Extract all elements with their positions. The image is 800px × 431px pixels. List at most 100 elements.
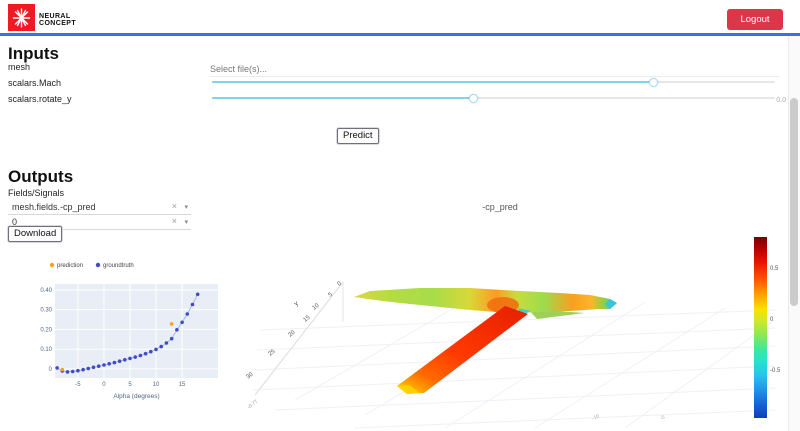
download-button[interactable]: Download (8, 226, 63, 242)
file-row-divider (210, 76, 780, 77)
y-tick: 5 (328, 291, 335, 298)
aircraft-wing-tip (397, 385, 420, 394)
data-point (107, 362, 111, 366)
scene-axes (254, 281, 344, 396)
y-tick-label: 0.10 (40, 347, 52, 353)
y-tick-label: 0 (49, 367, 53, 373)
data-point (60, 367, 65, 372)
field-select[interactable]: mesh.fields.-cp_pred × ▾ (8, 200, 191, 215)
x-tick-label: 10 (153, 382, 160, 388)
fields-signals-label: Fields/Signals (8, 188, 65, 198)
x-tick-label: 15 (179, 382, 186, 388)
data-point (91, 365, 96, 370)
header-bar: NEURAL CONCEPT Logout (0, 0, 800, 36)
y-tick-label: 0.20 (40, 327, 52, 333)
data-point (149, 349, 153, 354)
legend-marker (95, 262, 101, 268)
y-tick: 0 (337, 280, 344, 287)
x-tick-label: 0 (102, 382, 106, 388)
y-tick-label: 0.40 (40, 288, 52, 294)
brand-text: NEURAL CONCEPT (39, 13, 76, 27)
aircraft-fuselage (354, 288, 617, 313)
y-tick: 25 (268, 348, 277, 357)
aircraft-wing (397, 306, 528, 394)
legend-label: groundtruth (103, 263, 134, 269)
data-point (96, 364, 101, 368)
data-point (138, 353, 143, 358)
inputs-title: Inputs (8, 44, 59, 63)
y-tick-label: 0.30 (40, 308, 52, 314)
mesh-label: mesh (8, 62, 31, 72)
data-point (169, 336, 174, 341)
data-point (70, 369, 75, 374)
rotate-y-value: 0.0 (776, 97, 786, 104)
data-point (117, 359, 122, 363)
colorbar-tick: 0 (770, 317, 774, 323)
mach-slider[interactable] (212, 77, 775, 87)
outputs-title: Outputs (8, 167, 74, 186)
data-point (133, 355, 137, 359)
aircraft-nose-tip (605, 299, 617, 309)
data-point (169, 322, 174, 326)
x-axis-label: Alpha (degrees) (113, 393, 159, 400)
data-point (76, 368, 80, 373)
y-tick: 15 (303, 314, 312, 323)
y-tick: 30 (246, 371, 255, 380)
colorbar-tick: -0.5 (770, 368, 781, 374)
data-point (185, 312, 190, 316)
field-select-value: mesh.fields.-cp_pred (12, 202, 96, 212)
x-tick: -10 (591, 413, 600, 422)
mach-slider-fill (212, 81, 654, 83)
chevron-down-icon[interactable]: ▾ (184, 204, 188, 211)
brand-line2: CONCEPT (39, 20, 77, 27)
alpha-cp-scatter-chart[interactable]: -5 0 5 10 15 0 0.10 0.20 0.30 0.40 Alpha (degrees)… (32, 256, 232, 420)
brand-line1: NEURAL (39, 13, 71, 20)
data-point (143, 351, 148, 356)
x-tick: -5 (659, 414, 666, 421)
x-tick-label: -5 (75, 382, 81, 388)
data-point (154, 347, 158, 352)
clear-icon[interactable]: × (171, 216, 177, 226)
rotate-y-slider[interactable] (212, 93, 775, 103)
data-point (86, 366, 91, 371)
rotate-y-slider-track[interactable] (212, 97, 775, 99)
series-line (56, 294, 199, 373)
data-point (195, 292, 200, 297)
rotate-y-slider-handle[interactable] (469, 93, 479, 103)
neural-concept-logo[interactable] (8, 4, 35, 31)
file-select-field[interactable]: Select file(s)... (210, 64, 268, 74)
logout-button[interactable]: Logout (727, 9, 783, 30)
data-point (164, 341, 169, 345)
data-point (123, 358, 127, 362)
x-tick-label: 5 (128, 382, 132, 388)
y-axis-label: y (293, 300, 300, 308)
scene-y-ticks: 0 5 10 15 20 25 30 y -0.77 -10 -5 (246, 280, 667, 421)
chevron-down-icon[interactable]: ▾ (184, 219, 188, 226)
mach-label: scalars.Mach (8, 78, 62, 88)
clear-icon[interactable]: × (171, 201, 177, 211)
legend-marker (49, 262, 55, 268)
data-point (55, 366, 59, 370)
axis-end-label: -0.77 (247, 399, 260, 411)
data-point (65, 370, 70, 374)
predict-button[interactable]: Predict (337, 128, 379, 144)
data-point (159, 344, 163, 349)
aircraft-3d-plot[interactable]: 0 5 10 15 20 25 30 y -0.77 -10 -5 (235, 210, 780, 431)
plot-background (55, 284, 218, 378)
index-select-value: 0 (12, 217, 18, 227)
rotate-y-slider-fill (212, 97, 474, 99)
data-point (175, 328, 179, 332)
starburst-icon (12, 8, 31, 28)
data-point (180, 320, 184, 325)
data-point (190, 302, 195, 307)
legend-label: prediction (57, 263, 83, 269)
y-tick: 10 (312, 302, 321, 311)
scrollbar-thumb[interactable] (790, 98, 798, 306)
data-point (102, 363, 106, 367)
y-tick: 20 (288, 329, 297, 338)
data-point (128, 356, 132, 361)
aircraft-mesh (354, 288, 617, 394)
mach-slider-handle[interactable] (649, 77, 659, 87)
rotate-y-label: scalars.rotate_y (8, 94, 72, 104)
